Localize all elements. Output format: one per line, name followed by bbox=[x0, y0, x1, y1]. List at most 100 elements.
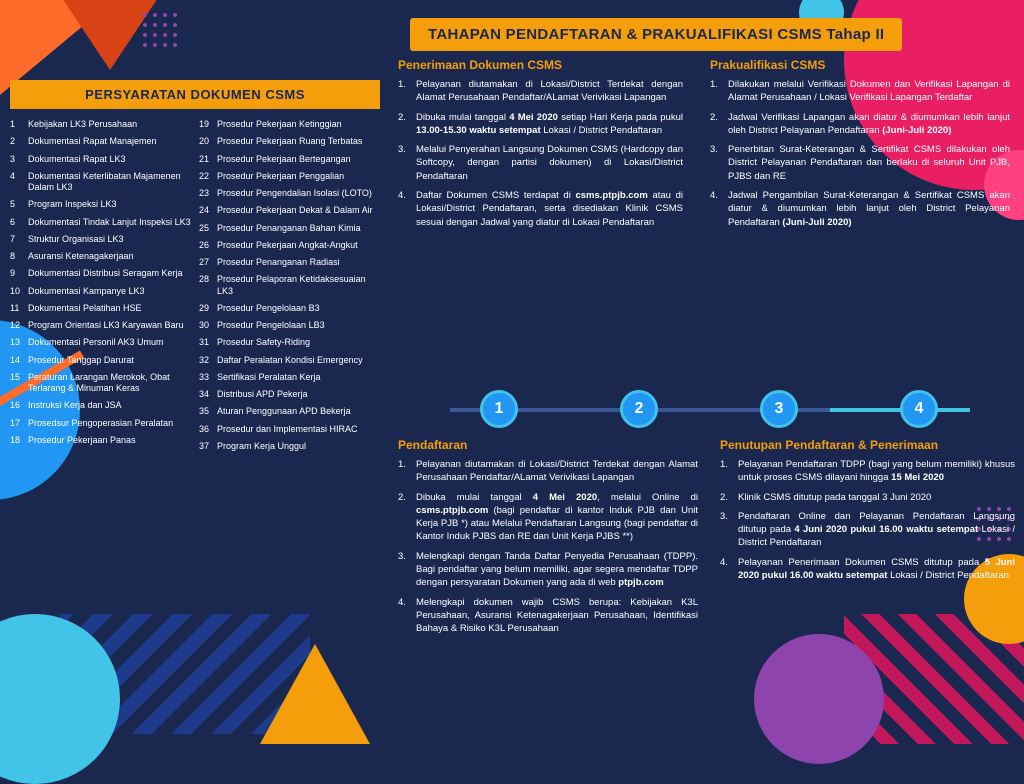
requirement-item: 37Program Kerja Unggul bbox=[199, 441, 380, 452]
block-title: Penerimaan Dokumen CSMS bbox=[398, 58, 683, 72]
block-item: Pendaftaran Online dan Pelayanan Pendaft… bbox=[720, 510, 1015, 550]
block-title: Penutupan Pendaftaran & Penerimaan bbox=[720, 438, 1015, 452]
requirement-text: Asuransi Ketenagakerjaan bbox=[28, 251, 134, 262]
requirement-num: 7 bbox=[10, 234, 28, 245]
requirement-text: Prosedur dan Implementasi HIRAC bbox=[217, 424, 358, 435]
requirement-text: Dokumentasi Pelatihan HSE bbox=[28, 303, 142, 314]
main-title: TAHAPAN PENDAFTARAN & PRAKUALIFIKASI CSM… bbox=[410, 18, 902, 51]
requirement-text: Peraturan Larangan Merokok, Obat Terlara… bbox=[28, 372, 191, 395]
requirement-item: 27Prosedur Penanganan Radiasi bbox=[199, 257, 380, 268]
block-item: Melalui Penyerahan Langsung Dokumen CSMS… bbox=[398, 143, 683, 183]
requirement-text: Prosedur Pengendalian Isolasi (LOTO) bbox=[217, 188, 372, 199]
requirement-num: 10 bbox=[10, 286, 28, 297]
requirement-num: 16 bbox=[10, 400, 28, 411]
requirement-num: 1 bbox=[10, 119, 28, 130]
block-list: Dilakukan melalui Verifikasi Dokumen dan… bbox=[710, 78, 1010, 229]
block-item: Dibuka mulai tanggal 4 Mei 2020, melalui… bbox=[398, 491, 698, 544]
requirement-num: 3 bbox=[10, 154, 28, 165]
requirements-col-1: 1Kebijakan LK3 Perusahaan2Dokumentasi Ra… bbox=[10, 119, 191, 458]
requirement-text: Prosedur Safety-Riding bbox=[217, 337, 310, 348]
requirement-item: 34Distribusi APD Pekerja bbox=[199, 389, 380, 400]
requirement-item: 17Prosedsur Pengoperasian Peralatan bbox=[10, 418, 191, 429]
block-item: Pelayanan Pendaftaran TDPP (bagi yang be… bbox=[720, 458, 1015, 485]
block-penerimaan: Penerimaan Dokumen CSMS Pelayanan diutama… bbox=[398, 58, 683, 235]
block-item: Pelayanan diutamakan di Lokasi/District … bbox=[398, 458, 698, 485]
block-item: Dilakukan melalui Verifikasi Dokumen dan… bbox=[710, 78, 1010, 105]
requirement-text: Aturan Penggunaan APD Bekerja bbox=[217, 406, 351, 417]
requirement-text: Instruksi Kerja dan JSA bbox=[28, 400, 122, 411]
requirement-num: 8 bbox=[10, 251, 28, 262]
requirement-item: 18Prosedur Pekerjaan Panas bbox=[10, 435, 191, 446]
requirement-num: 15 bbox=[10, 372, 28, 395]
requirement-text: Sertifikasi Peralatan Kerja bbox=[217, 372, 321, 383]
timeline-node-2: 2 bbox=[620, 390, 658, 428]
requirement-num: 12 bbox=[10, 320, 28, 331]
block-item: Jadwal Pengambilan Surat-Keterangan & Se… bbox=[710, 189, 1010, 229]
requirement-num: 2 bbox=[10, 136, 28, 147]
requirement-item: 31Prosedur Safety-Riding bbox=[199, 337, 380, 348]
requirement-num: 18 bbox=[10, 435, 28, 446]
requirements-col-2: 19Prosedur Pekerjaan Ketinggian20Prosedu… bbox=[199, 119, 380, 458]
requirement-item: 30Prosedur Pengelolaan LB3 bbox=[199, 320, 380, 331]
requirement-text: Dokumentasi Kampanye LK3 bbox=[28, 286, 145, 297]
block-title: Pendaftaran bbox=[398, 438, 698, 452]
requirement-item: 9Dokumentasi Distribusi Seragam Kerja bbox=[10, 268, 191, 279]
block-item: Pelayanan Penerimaan Dokumen CSMS ditutu… bbox=[720, 556, 1015, 583]
requirement-text: Prosedur Pekerjaan Panas bbox=[28, 435, 136, 446]
requirement-num: 29 bbox=[199, 303, 217, 314]
requirement-text: Prosedur Pekerjaan Bertegangan bbox=[217, 154, 351, 165]
requirements-heading: PERSYARATAN DOKUMEN CSMS bbox=[10, 80, 380, 109]
timeline-node-3: 3 bbox=[760, 390, 798, 428]
block-list: Pelayanan diutamakan di Lokasi/District … bbox=[398, 78, 683, 229]
requirement-num: 36 bbox=[199, 424, 217, 435]
requirement-text: Prosedur Pekerjaan Ruang Terbatas bbox=[217, 136, 362, 147]
block-pendaftaran: Pendaftaran Pelayanan diutamakan di Lokas… bbox=[398, 438, 698, 642]
requirement-text: Prosedsur Pengoperasian Peralatan bbox=[28, 418, 173, 429]
requirement-text: Program Orientasi LK3 Karyawan Baru bbox=[28, 320, 184, 331]
block-item: Daftar Dokumen CSMS terdapat di csms.ptp… bbox=[398, 189, 683, 229]
requirement-text: Dokumentasi Distribusi Seragam Kerja bbox=[28, 268, 183, 279]
requirement-text: Daftar Peralatan Kondisi Emergency bbox=[217, 355, 363, 366]
requirement-text: Prosedur Pengelolaan B3 bbox=[217, 303, 320, 314]
requirement-text: Prosedur Penanganan Radiasi bbox=[217, 257, 340, 268]
requirement-item: 1Kebijakan LK3 Perusahaan bbox=[10, 119, 191, 130]
requirement-num: 37 bbox=[199, 441, 217, 452]
requirement-item: 24Prosedur Pekerjaan Dekat & Dalam Air bbox=[199, 205, 380, 216]
requirement-item: 29Prosedur Pengelolaan B3 bbox=[199, 303, 380, 314]
requirement-item: 6Dokumentasi Tindak Lanjut Inspeksi LK3 bbox=[10, 217, 191, 228]
requirement-item: 4Dokumentasi Keterlibatan Majamenen Dala… bbox=[10, 171, 191, 194]
requirement-num: 28 bbox=[199, 274, 217, 297]
requirement-num: 35 bbox=[199, 406, 217, 417]
requirement-num: 11 bbox=[10, 303, 28, 314]
requirement-num: 30 bbox=[199, 320, 217, 331]
requirement-text: Prosedur Pekerjaan Ketinggian bbox=[217, 119, 342, 130]
block-item: Melengkapi dokumen wajib CSMS berupa: Ke… bbox=[398, 596, 698, 636]
requirement-text: Distribusi APD Pekerja bbox=[217, 389, 308, 400]
requirement-item: 22Prosedur Pekerjaan Penggalian bbox=[199, 171, 380, 182]
requirement-text: Program Inspeksi LK3 bbox=[28, 199, 117, 210]
requirement-num: 17 bbox=[10, 418, 28, 429]
requirement-item: 13Dokumentasi Personil AK3 Umum bbox=[10, 337, 191, 348]
requirement-num: 33 bbox=[199, 372, 217, 383]
block-list: Pelayanan diutamakan di Lokasi/District … bbox=[398, 458, 698, 636]
requirement-item: 11Dokumentasi Pelatihan HSE bbox=[10, 303, 191, 314]
requirement-num: 4 bbox=[10, 171, 28, 194]
requirement-item: 23Prosedur Pengendalian Isolasi (LOTO) bbox=[199, 188, 380, 199]
block-prakualifikasi: Prakualifikasi CSMSDilakukan melalui Ver… bbox=[710, 58, 1010, 235]
requirement-text: Prosedur Pengelolaan LB3 bbox=[217, 320, 325, 331]
block-list: Pelayanan Pendaftaran TDPP (bagi yang be… bbox=[720, 458, 1015, 582]
requirement-text: Struktur Organisasi LK3 bbox=[28, 234, 124, 245]
requirement-item: 3Dokumentasi Rapat LK3 bbox=[10, 154, 191, 165]
block-item: Klinik CSMS ditutup pada tanggal 3 Juni … bbox=[720, 491, 1015, 504]
requirement-num: 34 bbox=[199, 389, 217, 400]
requirement-text: Kebijakan LK3 Perusahaan bbox=[28, 119, 137, 130]
requirement-text: Prosedur Pekerjaan Dekat & Dalam Air bbox=[217, 205, 373, 216]
requirement-num: 13 bbox=[10, 337, 28, 348]
requirement-text: Dokumentasi Tindak Lanjut Inspeksi LK3 bbox=[28, 217, 191, 228]
deco-circle-br bbox=[754, 634, 884, 764]
requirement-text: Program Kerja Unggul bbox=[217, 441, 306, 452]
requirement-item: 12Program Orientasi LK3 Karyawan Baru bbox=[10, 320, 191, 331]
requirement-num: 19 bbox=[199, 119, 217, 130]
requirement-item: 15Peraturan Larangan Merokok, Obat Terla… bbox=[10, 372, 191, 395]
requirement-item: 10Dokumentasi Kampanye LK3 bbox=[10, 286, 191, 297]
